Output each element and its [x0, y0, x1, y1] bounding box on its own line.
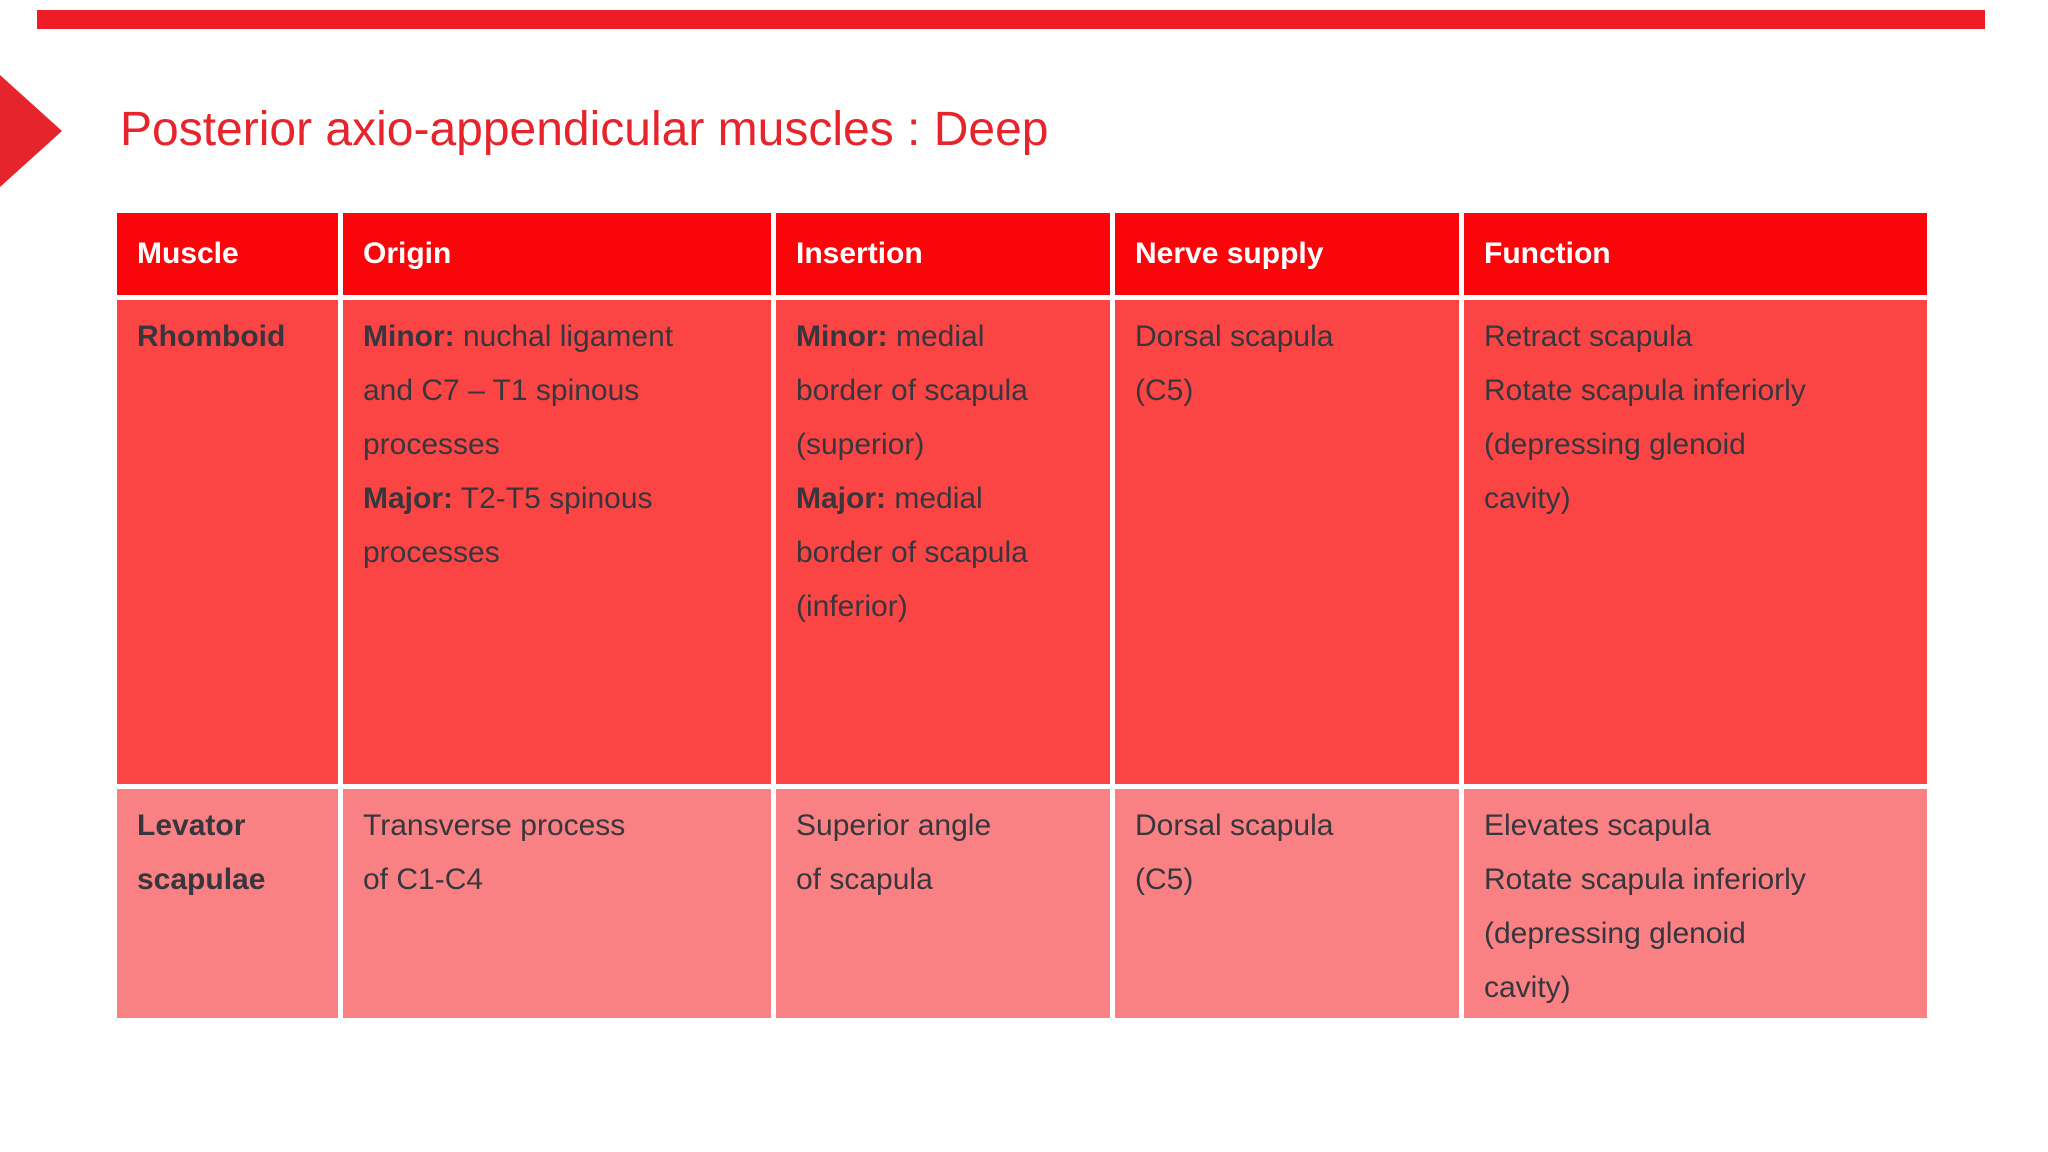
cell-muscle: Rhomboid [117, 300, 338, 784]
cell-text: Elevates scapula [1484, 809, 1711, 842]
cell-function: Retract scapula Rotate scapula inferiorly… [1464, 300, 1927, 784]
cell-insertion: Superior angle of scapula [776, 789, 1110, 1018]
title-arrow-icon [0, 75, 62, 187]
top-accent-bar [37, 10, 1985, 29]
header-cell-muscle: Muscle [117, 213, 338, 295]
header-cell-insertion: Insertion [776, 213, 1110, 295]
slide-title: Posterior axio-appendicular muscles : De… [120, 103, 1049, 156]
cell-text: Rotate scapula inferiorly (depressing gl… [1484, 374, 1806, 515]
cell-function: Elevates scapula Rotate scapula inferiorl… [1464, 789, 1927, 1018]
cell-text: Dorsal scapula (C5) [1135, 809, 1334, 896]
cell-text: Major: T2-T5 spinous processes [363, 482, 653, 569]
header-cell-origin: Origin [343, 213, 771, 295]
cell-origin: Transverse process of C1-C4 [343, 789, 771, 1018]
cell-text: Major: medial border of scapula (inferio… [796, 482, 1028, 623]
cell-text: Minor: medial border of scapula (superio… [796, 320, 1028, 461]
muscles-table: Muscle Origin Insertion Nerve supply Functio… [117, 213, 1927, 1018]
cell-text: Minor: nuchal ligament and C7 – T1 spino… [363, 320, 674, 461]
cell-muscle: Levator scapulae [117, 789, 338, 1018]
cell-text: Dorsal scapula (C5) [1135, 320, 1334, 407]
header-cell-nerve-supply: Nerve supply [1115, 213, 1459, 295]
cell-insertion: Minor: medial border of scapula (superio… [776, 300, 1110, 784]
cell-text: Retract scapula [1484, 320, 1693, 353]
cell-nerve-supply: Dorsal scapula (C5) [1115, 789, 1459, 1018]
cell-origin: Minor: nuchal ligament and C7 – T1 spino… [343, 300, 771, 784]
cell-text: Superior angle of scapula [796, 809, 992, 896]
cell-text: Transverse process of C1-C4 [363, 809, 626, 896]
cell-text: Rotate scapula inferiorly (depressing gl… [1484, 863, 1806, 1004]
header-cell-function: Function [1464, 213, 1927, 295]
cell-nerve-supply: Dorsal scapula (C5) [1115, 300, 1459, 784]
